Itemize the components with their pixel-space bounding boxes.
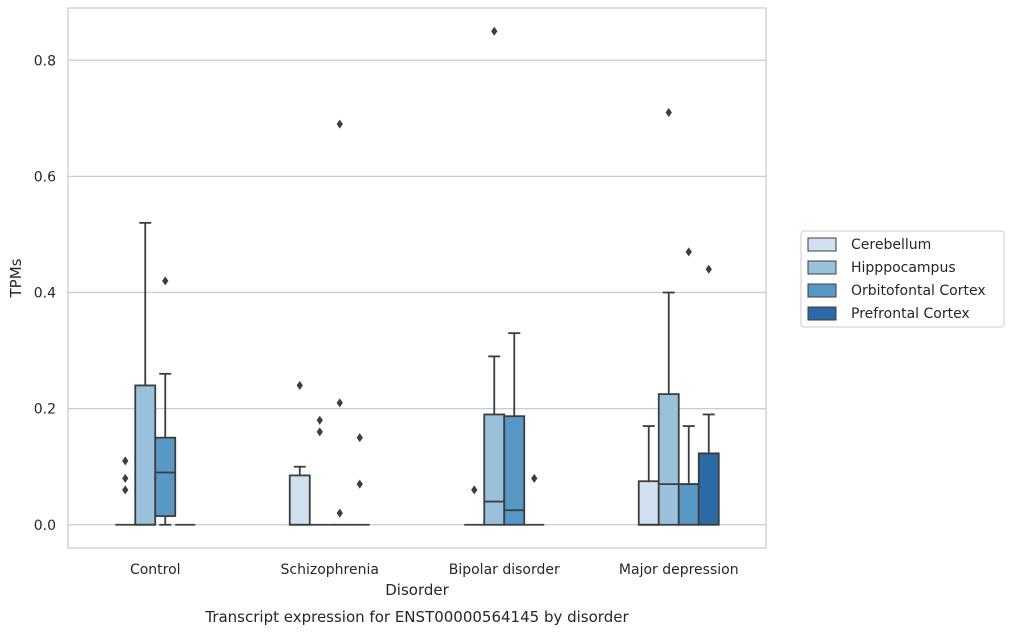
outlier-point [162,276,169,286]
box-hipppocampus-control [134,221,157,526]
boxes-layer [115,26,720,526]
box-body [637,480,660,526]
x-axis-label: Disorder [385,581,449,599]
legend-swatch [807,283,837,298]
box-hipppocampus-bipolar-disorder [483,26,506,526]
plot-frame [67,7,767,549]
figure-caption: Transcript expression for ENST0000056414… [204,608,629,626]
x-tick-label: Major depression [619,562,739,578]
box-body [697,452,720,526]
outlier-point [665,108,672,118]
box-body [657,393,680,526]
box-body [503,415,526,526]
box-cerebellum-major-depression [637,425,660,526]
y-tick-labels: 0.0 0.2 0.4 0.6 0.8 [34,53,56,534]
box-cerebellum-bipolar-disorder [464,485,485,526]
legend-label: Hipppocampus [851,260,956,276]
y-tick-label: 0.0 [34,518,56,534]
x-tick-label: Bipolar disorder [449,562,560,578]
outlier-point [705,264,712,274]
outlier-point [356,479,363,489]
legend-item-hipppocampus: Hipppocampus [807,260,956,276]
box-orbitofontal-cortex-schizophrenia [329,119,350,526]
outlier-point [316,415,323,425]
box-orbitofontal-cortex-control [154,276,177,526]
outlier-point [685,247,692,257]
legend-item-cerebellum: Cerebellum [807,237,931,253]
box-body [154,436,177,517]
outlier-point [356,433,363,443]
box-body [677,483,700,526]
outlier-point [336,508,343,518]
outlier-point [336,398,343,408]
box-cerebellum-control [115,456,136,526]
box-prefrontal-cortex-schizophrenia [349,433,370,526]
y-tick-label: 0.2 [34,402,56,418]
legend: Cerebellum Hipppocampus Orbitofontal Corte… [800,230,1005,328]
box-body [134,384,157,526]
legend-label: Prefrontal Cortex [851,306,970,322]
legend-item-orbitofontal-cortex: Orbitofontal Cortex [807,283,986,299]
outlier-point [471,485,478,495]
outlier-point [531,473,538,483]
outlier-point [122,456,129,466]
outlier-point [316,427,323,437]
x-tick-labels: Control Schizophrenia Bipolar disorder Majo… [130,562,739,578]
x-tick-label: Control [130,562,181,578]
outlier-point [122,485,129,495]
y-axis-label: TPMs [7,258,25,298]
box-body [483,413,506,526]
outlier-point [122,473,129,483]
legend-swatch [807,260,837,275]
box-cerebellum-schizophrenia [288,380,311,526]
outlier-point [491,26,498,36]
box-orbitofontal-cortex-major-depression [677,247,700,526]
box-hipppocampus-major-depression [657,108,680,526]
outlier-point [296,380,303,390]
legend-frame [800,230,1005,328]
box-prefrontal-cortex-bipolar-disorder [524,473,545,526]
box-orbitofontal-cortex-bipolar-disorder [503,332,526,526]
outlier-point [336,119,343,129]
y-tick-label: 0.4 [34,286,56,302]
legend-item-prefrontal-cortex: Prefrontal Cortex [807,306,970,322]
legend-label: Cerebellum [851,237,931,253]
legend-label: Orbitofontal Cortex [851,283,986,299]
box-hipppocampus-schizophrenia [309,415,330,526]
box-body [288,474,311,526]
y-tick-label: 0.8 [34,53,56,69]
x-tick-label: Schizophrenia [281,562,379,578]
box-prefrontal-cortex-major-depression [697,264,720,526]
y-tick-label: 0.6 [34,169,56,185]
legend-items: Cerebellum Hipppocampus Orbitofontal Corte… [807,237,986,322]
legend-swatch [807,237,837,252]
legend-swatch [807,306,837,321]
